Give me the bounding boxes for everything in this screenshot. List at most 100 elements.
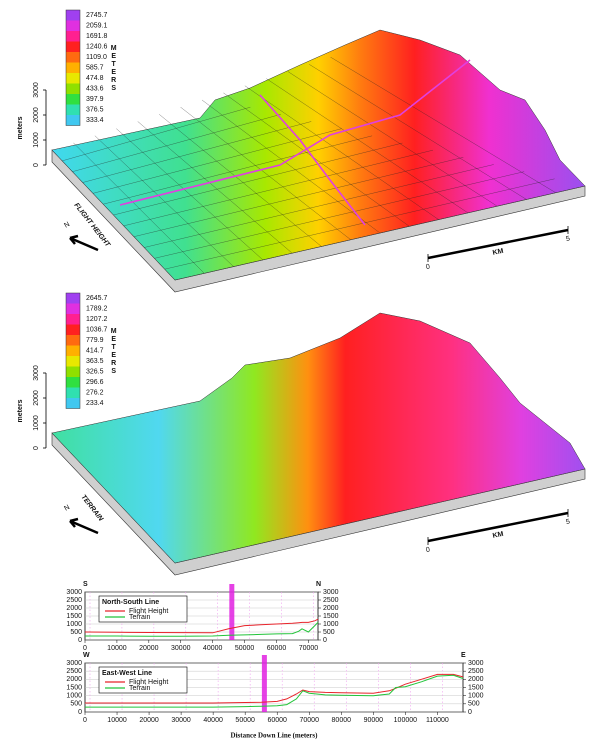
x-tick-label: 70000 bbox=[299, 645, 319, 652]
surface-panel: 0 1000 2000 3000 meters 2645.7 1789.2 1207.2 103… bbox=[17, 292, 586, 576]
colorbar-swatch bbox=[66, 303, 80, 314]
colorbar-swatch bbox=[66, 83, 80, 94]
north-arrow bbox=[69, 517, 99, 535]
y-tick-label: 2500 bbox=[66, 668, 82, 675]
map-grid-line bbox=[244, 85, 439, 220]
scale-label: 0 bbox=[425, 264, 430, 272]
colorbar-label: 397.9 bbox=[86, 96, 104, 103]
colorbar-label: 1036.7 bbox=[86, 327, 108, 334]
colorbar-swatch bbox=[66, 73, 80, 84]
colorbar-label: 296.6 bbox=[86, 379, 104, 386]
terrain-surface bbox=[51, 29, 586, 281]
colorbar-swatch bbox=[66, 345, 80, 356]
y2-tick-label: 2000 bbox=[323, 605, 339, 612]
map-grid-line bbox=[137, 121, 293, 254]
colorbar-label: 2059.1 bbox=[86, 23, 108, 30]
y-tick-label: 2500 bbox=[66, 597, 82, 604]
scale-bar bbox=[427, 228, 569, 260]
series-line bbox=[85, 622, 319, 637]
y-tick-label: 1000 bbox=[33, 415, 40, 431]
colorbar-title: METERS bbox=[110, 328, 117, 376]
scale-label: 5 bbox=[565, 236, 570, 244]
x-tick-label: 50000 bbox=[235, 717, 255, 724]
y-tick-label: 0 bbox=[33, 446, 40, 450]
flight-line bbox=[259, 94, 366, 226]
colorbar-swatch bbox=[66, 387, 80, 398]
colorbar-label: 326.5 bbox=[86, 369, 104, 376]
x-tick-label: 90000 bbox=[364, 717, 384, 724]
direction-label: W bbox=[83, 652, 90, 659]
map-grid-line bbox=[164, 178, 555, 270]
x-tick-label: 110000 bbox=[426, 717, 449, 724]
y2-tick-label: 2000 bbox=[468, 676, 484, 683]
y2-tick-label: 1500 bbox=[323, 613, 339, 620]
y2-tick-label: 1000 bbox=[323, 621, 339, 628]
map-grid-line bbox=[266, 78, 468, 214]
colorbar-swatch bbox=[66, 324, 80, 335]
y2-tick-label: 2500 bbox=[323, 597, 339, 604]
y-tick-label: 3000 bbox=[66, 589, 82, 596]
x-tick-label: 10000 bbox=[107, 645, 127, 652]
colorbar-swatch bbox=[66, 314, 80, 325]
map-grid-line bbox=[180, 106, 351, 240]
x-axis-label: Distance Down Line (meters) bbox=[231, 732, 319, 740]
colorbar-label: 585.7 bbox=[86, 65, 104, 72]
x-tick-label: 80000 bbox=[332, 717, 352, 724]
x-tick-label: 0 bbox=[83, 717, 87, 724]
y2-tick-label: 0 bbox=[323, 637, 327, 644]
profile-chart: 0500100015002000250030000500100015002000… bbox=[66, 581, 338, 652]
profile-chart: 0500100015002000250030000500100015002000… bbox=[66, 652, 483, 740]
y-tick-label: 3000 bbox=[66, 660, 82, 667]
colorbar-title: METERS bbox=[110, 45, 117, 93]
north-label: N bbox=[63, 504, 71, 513]
colorbar-label: 2645.7 bbox=[86, 295, 108, 302]
map-grid-line bbox=[159, 114, 322, 247]
legend-label: Terrain bbox=[129, 614, 151, 621]
x-tick-label: 10000 bbox=[107, 717, 127, 724]
intersection-marker bbox=[229, 584, 235, 640]
colorbar-label: 414.7 bbox=[86, 348, 104, 355]
flight-line bbox=[119, 59, 471, 206]
terrain-surface bbox=[51, 312, 586, 564]
legend-label: Flight Height bbox=[129, 679, 168, 686]
scale-label: 0 bbox=[425, 547, 430, 555]
colorbar-swatch bbox=[66, 10, 80, 21]
y2-tick-label: 1500 bbox=[468, 684, 484, 691]
series-line bbox=[84, 618, 319, 634]
legend-box bbox=[98, 666, 188, 694]
north-label: N bbox=[63, 221, 71, 230]
colorbar-swatch bbox=[66, 31, 80, 42]
x-tick-label: 30000 bbox=[171, 717, 191, 724]
colorbar-label: 779.9 bbox=[86, 337, 104, 344]
map-grid-line bbox=[72, 114, 281, 172]
colorbar-swatch bbox=[66, 41, 80, 52]
y-tick-label: 3000 bbox=[33, 365, 40, 381]
colorbar-label: 376.5 bbox=[86, 107, 104, 114]
map-grid-line bbox=[154, 171, 525, 259]
map-grid-line bbox=[73, 142, 205, 274]
colorbar-swatch bbox=[66, 293, 80, 304]
x-tick-label: 20000 bbox=[139, 645, 159, 652]
x-tick-label: 100000 bbox=[394, 717, 417, 724]
colorbar-swatch bbox=[66, 377, 80, 388]
direction-label: N bbox=[316, 581, 321, 588]
x-tick-label: 60000 bbox=[267, 717, 287, 724]
y-tick-label: 1000 bbox=[33, 132, 40, 148]
colorbar-swatch bbox=[66, 94, 80, 105]
scale-unit: KM bbox=[492, 248, 504, 257]
map-grid-line bbox=[309, 64, 527, 200]
map-grid-line bbox=[287, 71, 498, 207]
x-tick-label: 30000 bbox=[171, 645, 191, 652]
colorbar-frame bbox=[65, 292, 81, 409]
series-line bbox=[85, 674, 464, 708]
y-tick-label: 500 bbox=[70, 629, 82, 636]
colorbar-swatch bbox=[66, 52, 80, 63]
colorbar-label: 276.2 bbox=[86, 390, 104, 397]
y-tick-label: 0 bbox=[78, 637, 82, 644]
y2-tick-label: 1000 bbox=[468, 693, 484, 700]
y-tick-label: 3000 bbox=[33, 82, 40, 98]
x-tick-label: 50000 bbox=[235, 645, 255, 652]
colorbar-swatch bbox=[66, 366, 80, 377]
x-tick-label: 40000 bbox=[203, 645, 223, 652]
colorbar-swatch bbox=[66, 20, 80, 31]
